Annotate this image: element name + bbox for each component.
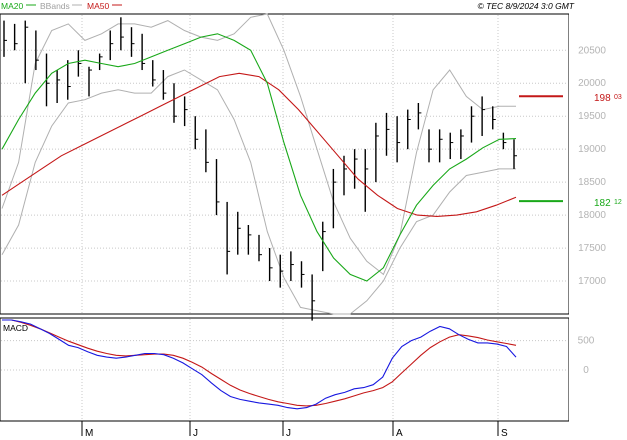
macd-line [2, 319, 517, 410]
marker-label: 182 [594, 198, 611, 209]
price-panel [0, 13, 570, 315]
x-tick-label: A [396, 428, 403, 439]
legend-ma20-label: MA20 [1, 1, 23, 11]
price-tick-label: 20500 [578, 45, 606, 56]
legend: MA20 BBands MA50 [1, 1, 122, 11]
marker-decimal: 12 [614, 199, 622, 206]
price-tick-label: 18000 [578, 210, 606, 221]
marker-label: 198 [594, 93, 611, 104]
bbands-upper [1, 13, 516, 276]
legend-ma50-label: MA50 [87, 1, 109, 11]
price-tick-label: 17000 [578, 276, 606, 287]
legend-bbands-label: BBands [40, 1, 70, 11]
macd-title: MACD [3, 323, 28, 333]
x-tick-label: M [85, 428, 93, 439]
price-tick-label: 18500 [578, 177, 606, 188]
price-tick-label: 19500 [578, 111, 606, 122]
price-tick-label: 19000 [578, 144, 606, 155]
marker-decimal: 03 [614, 94, 622, 101]
price-tick-label: 20000 [578, 78, 606, 89]
timestamp: © TEC 8/9/2024 3:0 GMT [478, 1, 575, 11]
price-bars [3, 17, 517, 321]
ma50-line [1, 72, 517, 217]
macd-tick-label: 500 [578, 336, 595, 347]
x-tick-label: J [286, 428, 291, 439]
price-tick-label: 17500 [578, 243, 606, 254]
x-tick-label: S [501, 428, 508, 439]
ma20-line [1, 33, 517, 282]
macd-series [2, 319, 517, 410]
macd-tick-label: 0 [583, 365, 589, 376]
axis-strip [569, 0, 627, 440]
price-markers: 198 03 182 12 [519, 93, 622, 209]
signal-line [2, 319, 517, 407]
y-tick-labels: 20500 20000 19500 19000 18500 18000 17500 17000… [578, 45, 607, 376]
moving-averages [1, 33, 517, 282]
x-tick-label: J [193, 428, 198, 439]
